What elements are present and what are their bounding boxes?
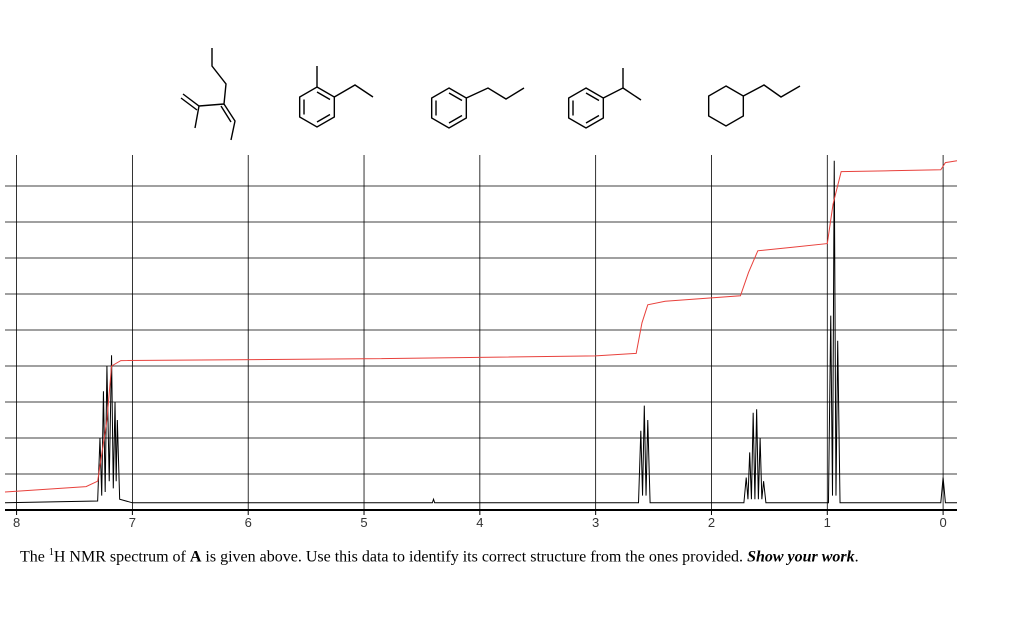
spectrum-line <box>4 160 958 493</box>
x-tick-label: 3 <box>592 515 599 530</box>
caption-sup: 1 <box>48 547 54 558</box>
caption-text: is given above. Use this data to identif… <box>201 548 748 566</box>
ring-double-bond <box>585 114 600 124</box>
ring <box>707 85 745 127</box>
structure-diene <box>180 48 236 141</box>
x-tick-label: 8 <box>13 515 20 530</box>
x-tick-label: 2 <box>708 515 715 530</box>
substituent <box>622 87 642 101</box>
ring-double-bond <box>448 114 463 124</box>
structures <box>180 48 801 141</box>
caption-text: The <box>20 548 49 566</box>
spectrum-line <box>4 160 957 504</box>
caption-text: . <box>854 548 859 566</box>
x-tick-label: 5 <box>360 515 367 530</box>
substituent <box>466 87 525 100</box>
caption-bold: A <box>189 548 202 566</box>
substituent <box>742 84 801 98</box>
substituent <box>603 68 624 99</box>
substituent <box>333 84 374 98</box>
ring-double-bond <box>585 92 600 102</box>
x-tick-label: 4 <box>476 515 483 530</box>
caption: The 1H NMR spectrum of A is given above.… <box>20 547 859 566</box>
ring-double-bond <box>316 91 331 101</box>
ring-double-bond <box>448 92 463 102</box>
x-tick-label: 7 <box>129 515 136 530</box>
x-tick-label: 6 <box>245 515 252 530</box>
ring-double-bond <box>316 113 331 123</box>
ring <box>298 86 336 128</box>
ring <box>430 87 468 129</box>
ring <box>567 87 605 129</box>
x-tick-label: 0 <box>939 515 946 530</box>
x-tick-label: 1 <box>824 515 831 530</box>
caption-emphasis: Show your work <box>747 548 855 566</box>
caption-text: H NMR spectrum of <box>53 548 190 566</box>
